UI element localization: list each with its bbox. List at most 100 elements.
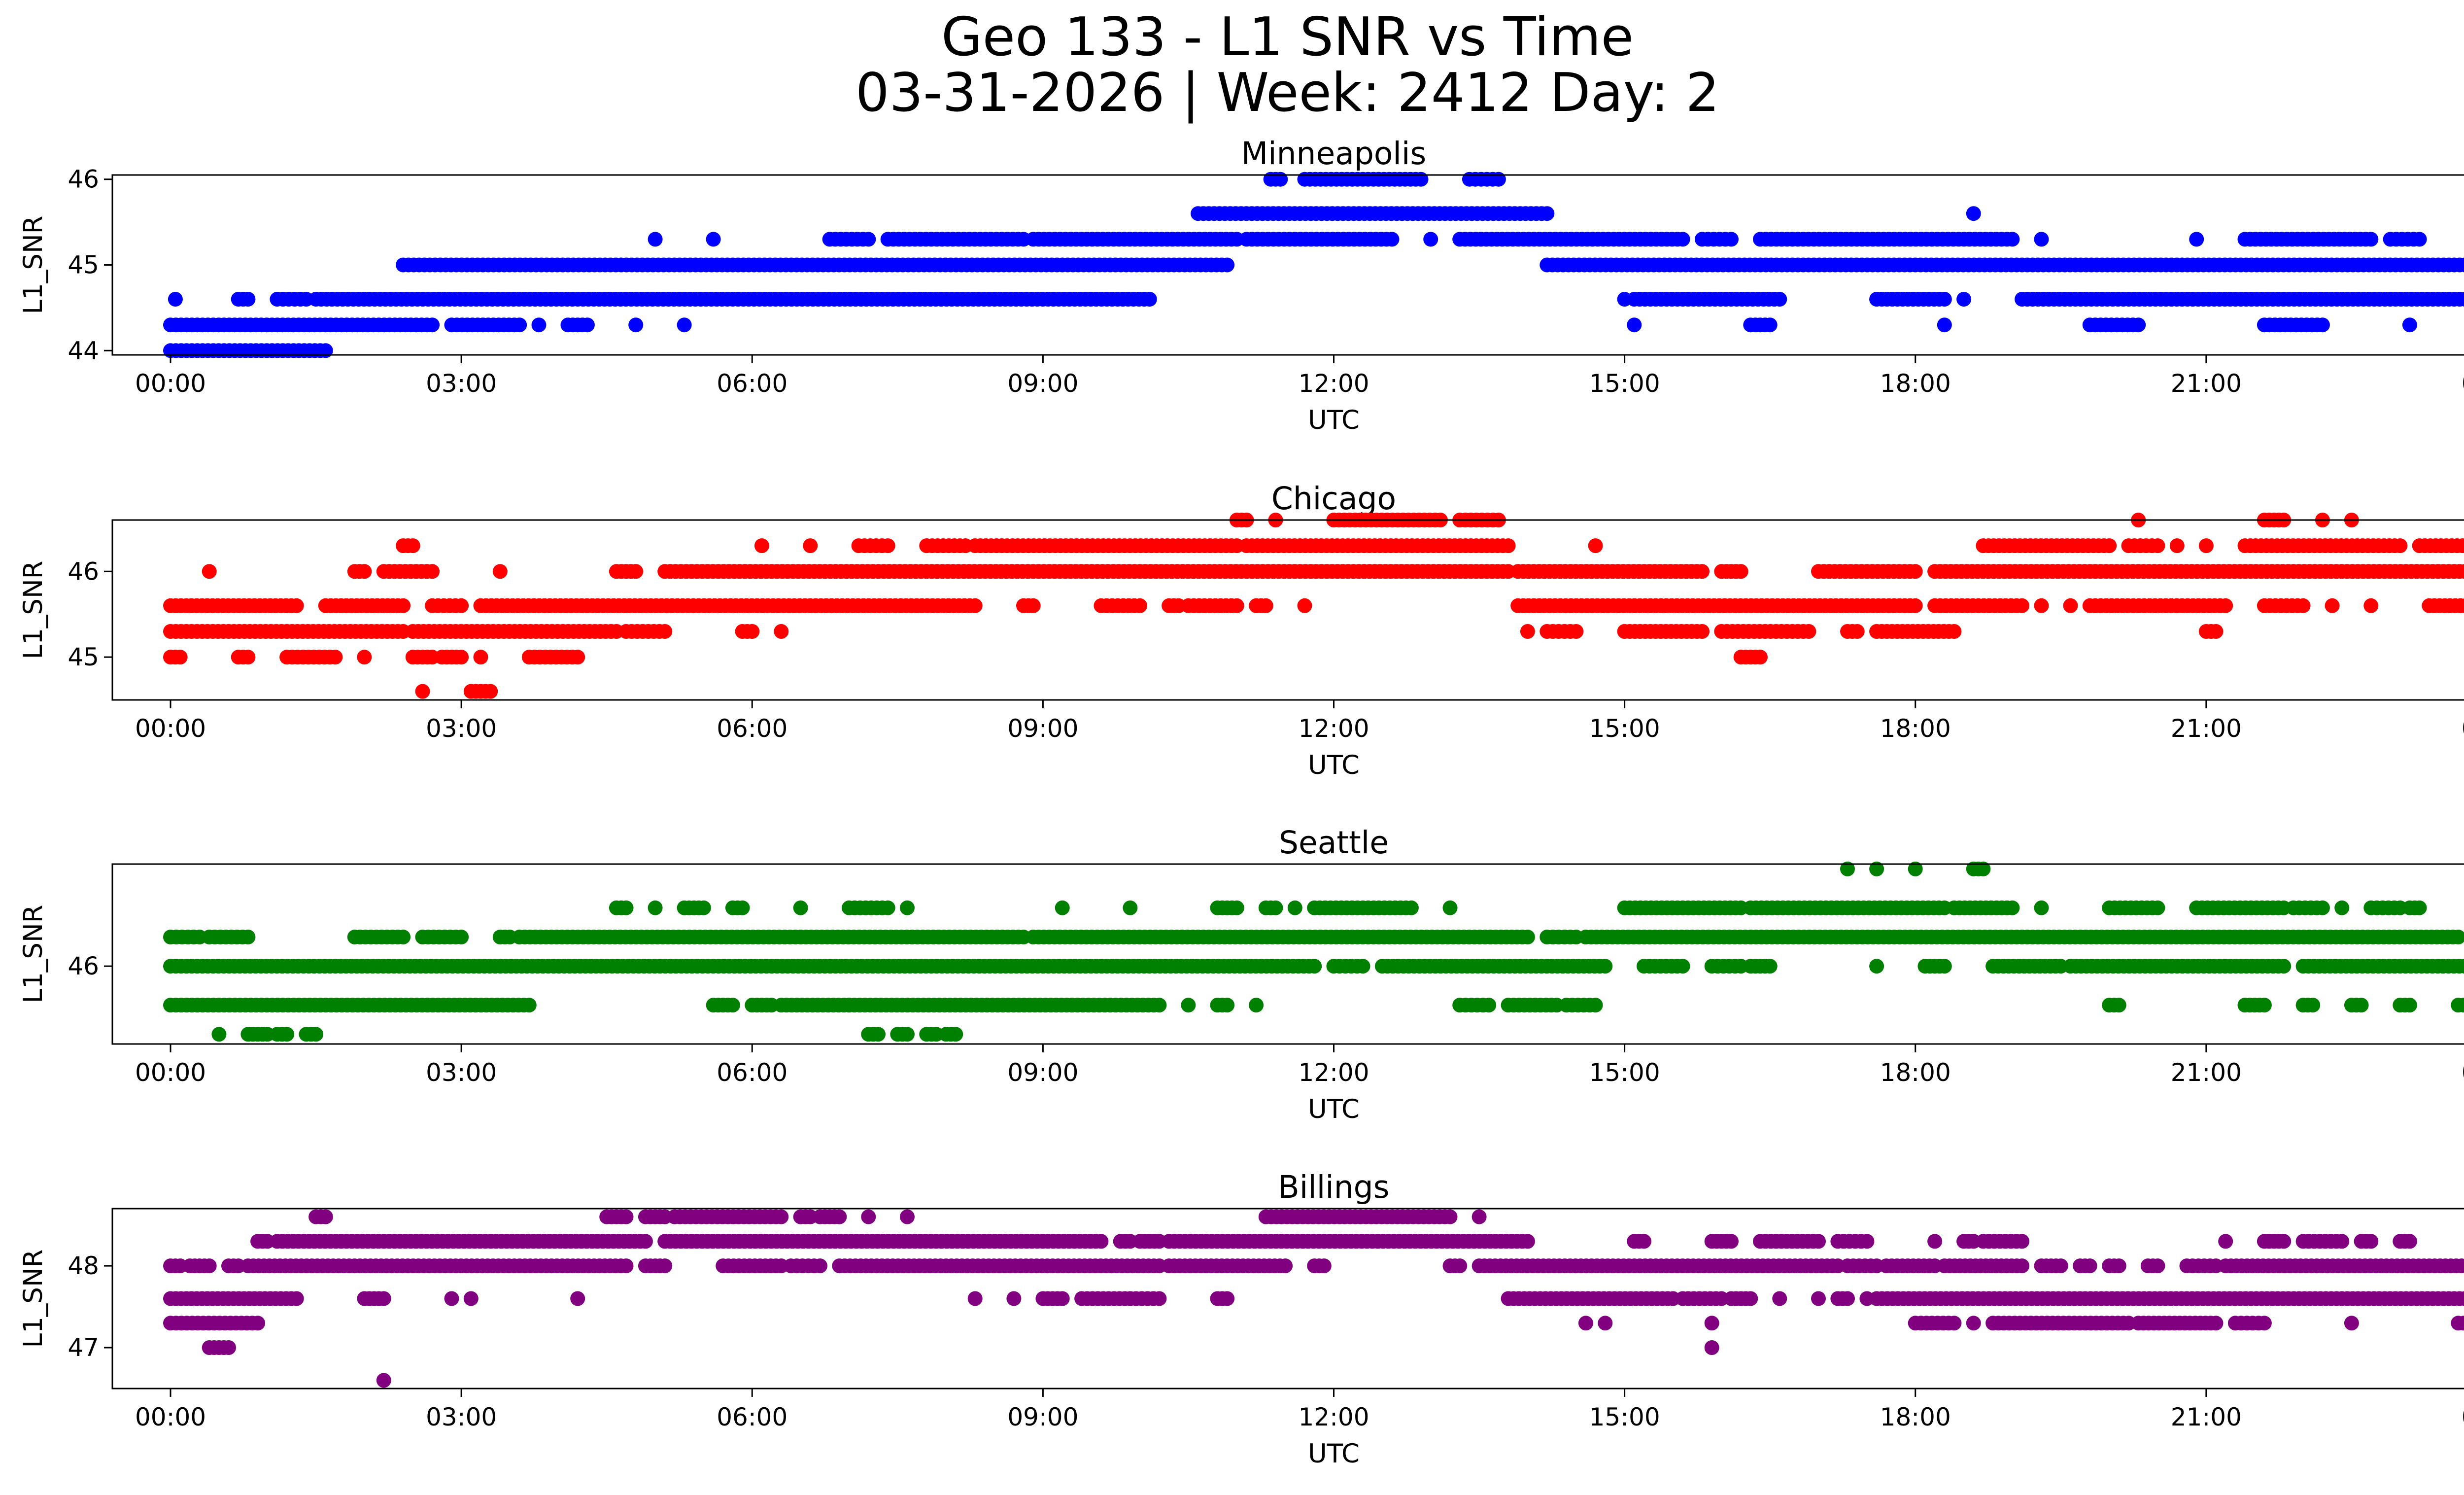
data-point	[648, 900, 663, 915]
data-point	[774, 1209, 789, 1224]
x-tick-label: 12:00	[1298, 714, 1369, 743]
data-point	[1273, 172, 1288, 187]
x-tick-label: 03:00	[426, 1058, 497, 1087]
data-point	[1637, 1234, 1651, 1249]
data-point	[2034, 598, 2049, 613]
data-point	[1976, 861, 1991, 876]
data-point	[396, 598, 411, 613]
subplot-title: Seattle	[1279, 825, 1389, 861]
data-point	[725, 998, 740, 1013]
data-point	[1811, 1291, 1826, 1306]
subplot-chicago: Chicago 00:00 03:00 06:00 09:00 12:00 15:00 18:…	[18, 481, 2464, 780]
data-point	[2150, 1258, 2165, 1274]
x-tick-label: 12:00	[1298, 1403, 1369, 1431]
y-axis-label: L1_SNR	[18, 561, 48, 660]
x-tick-label: 00:00	[135, 1058, 206, 1087]
data-series	[163, 172, 2464, 358]
data-point	[1403, 900, 1419, 915]
data-point	[1695, 564, 1710, 579]
data-point	[628, 317, 644, 333]
x-tick-label: 00:00	[135, 369, 206, 398]
data-point	[483, 684, 498, 699]
data-point	[2034, 232, 2049, 247]
data-point	[1442, 1209, 1458, 1224]
data-point	[1258, 598, 1273, 613]
subplot-billings: Billings 00:00 03:00 06:00 09:00 12:00 15:00 18…	[18, 1169, 2464, 1469]
data-point	[1297, 598, 1312, 613]
subplot-title: Chicago	[1271, 481, 1396, 517]
axes-frame	[111, 863, 2464, 1045]
data-point	[1491, 172, 1506, 187]
data-point	[318, 343, 333, 358]
data-point	[1355, 959, 1370, 974]
data-point	[2150, 900, 2165, 915]
data-point	[2082, 1258, 2097, 1274]
data-point	[1152, 998, 1167, 1013]
y-tick-label: 46	[68, 952, 99, 980]
x-tick-label: 21:00	[2171, 1058, 2242, 1087]
data-point	[1132, 598, 1148, 613]
data-point	[2198, 538, 2214, 554]
data-point	[628, 564, 644, 579]
data-point	[2354, 998, 2369, 1013]
data-point	[2295, 598, 2311, 613]
data-point	[454, 930, 469, 944]
data-point	[1801, 624, 1816, 639]
data-point	[202, 564, 217, 579]
data-point	[880, 538, 895, 554]
x-tick-label: 15:00	[1589, 369, 1660, 398]
data-point	[1937, 959, 1952, 974]
x-tick-label: 03:00	[426, 714, 497, 743]
data-point	[2015, 1258, 2030, 1274]
x-tick-label: 21:00	[2171, 1403, 2242, 1431]
data-point	[1520, 624, 1535, 639]
data-point	[657, 624, 673, 639]
data-point	[2276, 959, 2292, 974]
x-tick-label: 18:00	[1880, 369, 1951, 398]
x-tick-label: 06:00	[717, 714, 787, 743]
x-tick-label: 15:00	[1589, 714, 1660, 743]
data-point	[1094, 1234, 1109, 1249]
data-point	[2131, 317, 2146, 333]
data-point	[1472, 1209, 1487, 1224]
data-point	[900, 1209, 915, 1224]
data-point	[1937, 292, 1952, 307]
data-point	[871, 1027, 886, 1042]
data-point	[473, 650, 488, 665]
data-point	[1704, 1340, 1719, 1355]
data-point	[1520, 1234, 1535, 1249]
x-tick-label: 06:00	[717, 369, 787, 398]
data-point	[774, 624, 789, 639]
data-point	[2462, 1318, 2464, 1328]
data-point	[648, 232, 663, 247]
x-tick-label: 00:00	[2462, 714, 2464, 743]
subplot-seattle: Seattle 00:00 03:00 06:00 09:00 12:00 15:00 18:…	[18, 825, 2464, 1124]
data-point	[221, 1340, 236, 1355]
data-point	[1849, 624, 1865, 639]
x-tick-label: 00:00	[135, 714, 206, 743]
data-point	[2315, 900, 2330, 915]
data-point	[967, 1291, 983, 1306]
x-tick-label: 00:00	[2462, 1403, 2464, 1431]
data-point	[1695, 624, 1710, 639]
data-point	[2363, 232, 2379, 247]
data-point	[880, 900, 895, 915]
data-point	[618, 1209, 634, 1224]
data-point	[2111, 998, 2126, 1013]
data-point	[1278, 1258, 1293, 1274]
data-point	[2463, 1294, 2464, 1303]
data-point	[211, 1027, 227, 1042]
data-point	[2208, 1316, 2224, 1331]
data-point	[2363, 1234, 2379, 1249]
data-point	[967, 598, 983, 613]
data-point	[1733, 564, 1748, 579]
data-point	[1743, 1291, 1758, 1306]
x-tick-label: 09:00	[1007, 1403, 1078, 1431]
data-point	[2459, 1259, 2464, 1273]
data-point	[2189, 232, 2204, 247]
data-point	[240, 930, 256, 944]
data-point	[2402, 317, 2417, 333]
data-point	[2276, 1234, 2292, 1249]
data-point	[1627, 317, 1642, 333]
data-point	[2063, 598, 2078, 613]
